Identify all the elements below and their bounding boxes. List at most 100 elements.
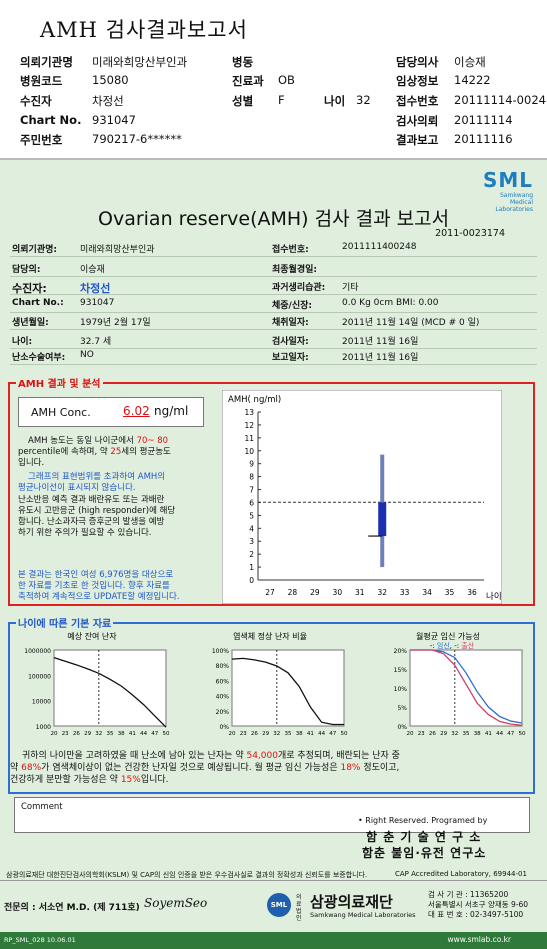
amh-percentile-text: AMH 농도는 동일 나이군에서 70~ 80 percentile에 속하며,…	[18, 436, 218, 469]
mini-y-tick: 40%	[216, 694, 230, 701]
s2e: 정도이고,	[363, 763, 400, 773]
report-title: Ovarian reserve(AMH) 검사 결과 보고서	[98, 208, 450, 230]
mini-x-tick: 20	[229, 731, 236, 737]
header-value: 790217-6******	[92, 132, 182, 146]
header-value: 미래와희망산부인과	[92, 55, 188, 69]
basic-data-box	[8, 622, 535, 794]
header-label: 진료과	[232, 74, 264, 88]
mini-x-tick: 26	[251, 731, 258, 737]
comment-label: Comment	[21, 802, 63, 812]
mini-x-tick: 35	[463, 731, 470, 737]
y-tick-label: 13	[244, 408, 254, 417]
mini-x-tick: 47	[151, 731, 158, 737]
mini-x-tick: 41	[129, 731, 136, 737]
org-name: 삼광의료재단	[310, 893, 393, 911]
s3c: 입니다.	[140, 775, 169, 785]
info-label: 생년월일:	[12, 318, 49, 328]
header-label: 담당의사	[396, 55, 439, 69]
mini-x-tick: 23	[418, 731, 425, 737]
form-code: RP_SML_028 10.06.01	[4, 936, 76, 944]
mini-x-tick: 47	[507, 731, 514, 737]
header-value: F	[278, 93, 285, 107]
mini-x-tick: 20	[407, 731, 414, 737]
legend-prefix: -:	[430, 642, 437, 650]
info-row-line	[10, 329, 537, 330]
p4a: 본 결과는 한국인 여성 6,976명을 대상으로	[18, 570, 174, 580]
header-label: Chart No.	[20, 113, 82, 127]
mini-x-tick: 32	[95, 731, 102, 737]
info-label: 담당의:	[12, 265, 41, 275]
mini-x-tick: 32	[451, 731, 458, 737]
mini-y-tick: 1000000	[24, 648, 51, 655]
accreditation-note: 삼광의료재단 대한진단검사의학회(KSLM) 및 CAP의 신임 인증을 받은 …	[6, 871, 368, 879]
amh-ovary-response-text: 난소반응 예측 결과 배란유도 또는 과배란 유도시 고반응군 (high re…	[18, 495, 218, 539]
doctor-name: 전문의 : 서소연 M.D. (제 711호)	[4, 903, 140, 913]
info-label: 나이:	[12, 337, 33, 347]
info-value: NO	[80, 350, 94, 360]
s1a: 귀하의 나이만을 고려하였을 때 난소에 남아 있는 난자는 약	[22, 751, 244, 761]
header-value: 931047	[92, 113, 136, 127]
info-value: 2011111400248	[342, 242, 417, 252]
amh-conc-value: 6.02	[123, 404, 150, 418]
report-serial: 2011-0023174	[435, 228, 505, 239]
amh-conc-label: AMH Conc.	[31, 406, 91, 419]
mini-y-tick: 15%	[394, 667, 408, 674]
header-value: 14222	[454, 73, 491, 87]
mini-x-tick: 38	[474, 731, 481, 737]
s2b: 68%	[21, 763, 42, 773]
mini-series-line	[53, 657, 167, 728]
legend-pregnancy: 임신	[437, 641, 450, 650]
p2a: 그래프의 표현범위를 초과하여 AMH의	[28, 472, 166, 482]
p1c: percentile에 속하며, 약	[18, 447, 108, 457]
org-name-en: Samkwang Medical Laboratories	[310, 911, 416, 919]
header-label: 나이	[324, 94, 346, 108]
mini-y-tick: 0%	[219, 724, 229, 731]
header-label: 병동	[232, 55, 254, 69]
info-value: 미래와희망산부인과	[80, 245, 155, 255]
mini-x-tick: 50	[519, 731, 526, 737]
y-tick-label: 9	[249, 460, 254, 469]
lab-code: 검 사 기 관 : 11365200	[428, 890, 509, 899]
sml-logo-text: SML	[482, 168, 533, 192]
info-value: 2011년 11월 14일 (MCD # 0 일)	[342, 318, 480, 328]
mini-x-tick: 29	[262, 731, 269, 737]
mini-y-tick: 10000	[32, 699, 51, 706]
s3a: 건강하게 분만할 가능성은 약	[10, 775, 118, 785]
mini-x-tick: 41	[485, 731, 492, 737]
sml-logo: SML Samkwang Medical Laboratories	[483, 168, 533, 213]
header-value: 15080	[92, 73, 129, 87]
info-row-line	[10, 348, 537, 349]
y-tick-label: 7	[249, 486, 254, 495]
bottom-bar: RP_SML_028 10.06.01 www.smlab.co.kr	[0, 932, 547, 949]
document-title: AMH 검사결과보고서	[40, 18, 248, 42]
header-value: OB	[278, 73, 295, 87]
y-tick-label: 3	[249, 537, 254, 546]
mini-x-tick: 29	[84, 731, 91, 737]
info-row-line	[10, 312, 537, 313]
info-label: 보고일자:	[272, 353, 309, 363]
mini-y-tick: 10%	[394, 686, 408, 693]
x-tick-label: 28	[288, 588, 298, 597]
info-value: 1979년 2월 17일	[80, 318, 151, 328]
header-label: 임상정보	[396, 74, 439, 88]
p1d: 25	[110, 447, 122, 457]
y-tick-label: 12	[244, 421, 254, 430]
p3b: 유도시 고반응군 (high responder)에 해당	[18, 506, 176, 516]
y-tick-label: 0	[249, 576, 254, 585]
p4b: 한 자료를 기초로 한 것입니다. 향후 자료를	[18, 581, 170, 591]
mini-x-tick: 26	[429, 731, 436, 737]
info-label: 접수번호:	[272, 245, 309, 255]
info-label: Chart No.:	[12, 298, 64, 308]
contact-info: 검 사 기 관 : 11365200 서울특별시 서초구 양재동 9-60 대 …	[428, 890, 528, 920]
mini-x-tick: 47	[329, 731, 336, 737]
mini-chart-title: 염색체 정상 난자 비율	[233, 631, 307, 641]
y-tick-label: 5	[249, 511, 254, 520]
p1a: AMH 농도는 동일 나이군에서	[28, 436, 134, 446]
amh-conc-panel: AMH Conc. 6.02 ng/ml	[18, 397, 204, 427]
mini-y-tick: 5%	[397, 705, 407, 712]
mini-y-tick: 100%	[212, 648, 229, 655]
info-row-line	[10, 276, 537, 277]
info-value: 차정선	[80, 282, 111, 295]
y-tick-label: 4	[249, 524, 254, 533]
mini-x-tick: 38	[296, 731, 303, 737]
